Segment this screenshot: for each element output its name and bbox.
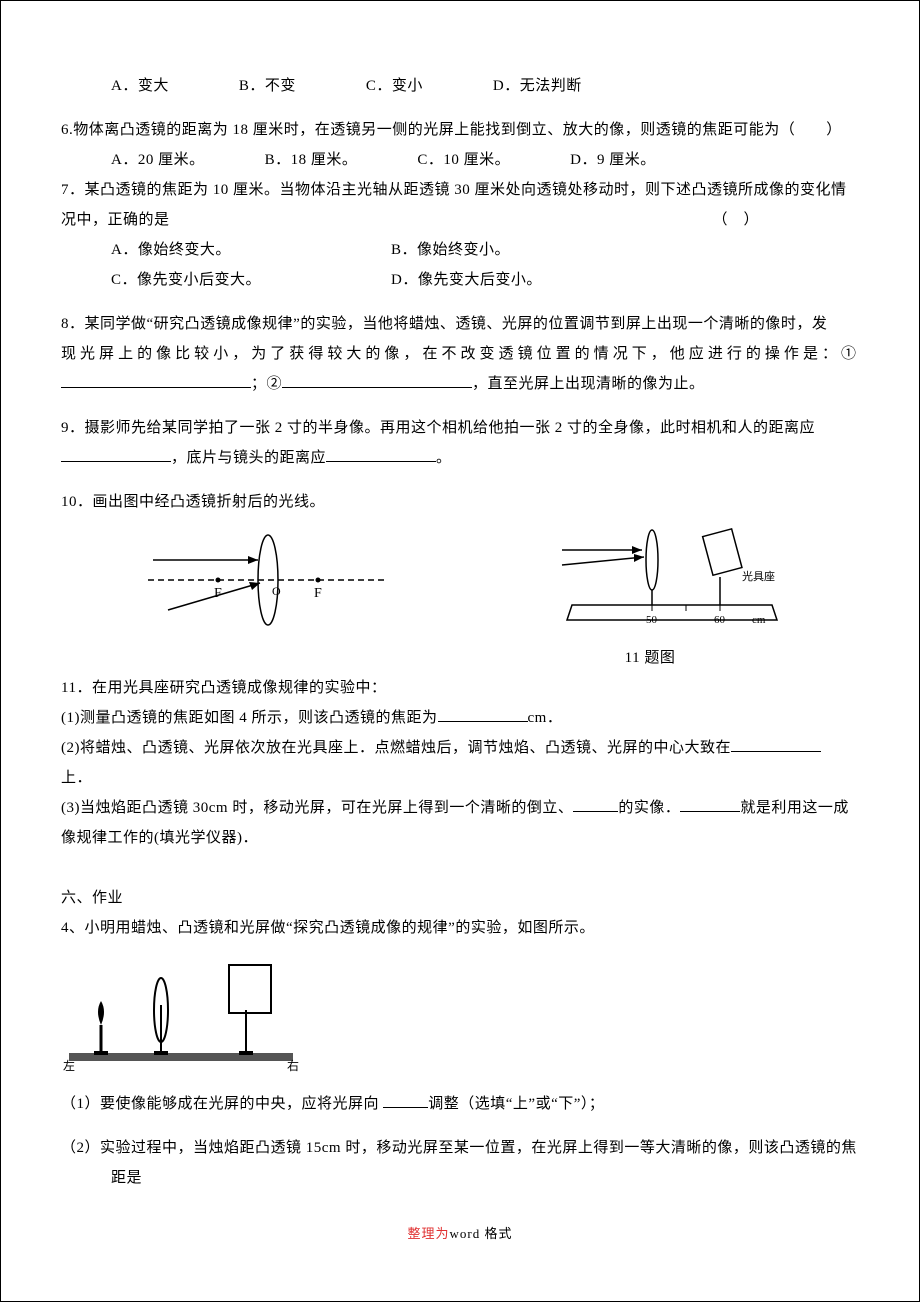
q9-l2a: ，底片与镜头的距离应 [171,450,326,466]
page-footer: 整理为word 格式 [61,1223,859,1242]
q6-options: A．20 厘米。 B．18 厘米。 C．10 厘米。 D．9 厘米。 [61,145,859,175]
focal-label-f1: F [214,586,222,601]
optical-bench-icon: 光具座 50 60 cm [552,525,782,635]
right-label: 右 [287,1058,299,1073]
blank-fill [731,736,821,752]
q11-p2a: (2)将蜡烛、凸透镜、光屏依次放在光具座上．点燃蜡烛后，调节烛焰、凸透镜、光屏的… [61,740,731,756]
focal-label-f2: F [314,586,322,601]
lens-diagram-icon: F O F [138,525,398,635]
blank-fill [573,796,618,812]
q11-p1b: cm． [528,710,563,726]
blank-fill [438,706,528,722]
q9-l2b: 。 [436,450,452,466]
q8-l3b: ，直至光屏上出现清晰的像为止。 [472,376,705,392]
q7-c: C．像先变小后变大。 [111,265,391,295]
q6-c: C．10 厘米。 [417,145,510,175]
q7-options-row2: C．像先变小后变大。 D．像先变大后变小。 [61,265,859,295]
q6-d: D．9 厘米。 [570,145,656,175]
q10-stem: 10．画出图中经凸透镜折射后的光线。 [61,487,859,517]
option-b: B．不变 [239,71,296,101]
q7-a: A．像始终变大。 [111,235,391,265]
hw-p2b: 距是 [61,1163,859,1193]
blank-fill [326,446,436,462]
option-c: C．变小 [366,71,423,101]
q8-line1: 8．某同学做“研究凸透镜成像规律”的实验，当他将蜡烛、透镜、光屏的位置调节到屏上… [61,309,859,339]
hw-p1a: （1）要使像能够成在光屏的中央，应将光屏向 [61,1096,379,1112]
q8-line2: 现光屏上的像比较小，为了获得较大的像，在不改变透镜位置的情况下，他应进行的操作是… [61,339,859,369]
fig11-caption: 11 题图 [61,643,859,673]
optical-bench-setup-icon: 左 右 [61,955,301,1075]
hw-q4: 4、小明用蜡烛、凸透镜和光屏做“探究凸透镜成像的规律”的实验，如图所示。 [61,913,859,943]
footer-red: 整理为 [408,1226,450,1241]
q11-p3a: (3)当烛焰距凸透镜 30cm 时，移动光屏，可在光屏上得到一个清晰的倒立、 [61,800,573,816]
blank-fill [383,1092,428,1108]
hw-p1b: 调整（选填“上”或“下”）； [428,1096,604,1112]
left-label: 左 [63,1058,75,1073]
q6-a: A．20 厘米。 [111,145,205,175]
hw-figure: 左 右 [61,955,859,1075]
tick-50: 50 [646,614,658,626]
q7-stem-b: 况中，正确的是 [61,205,170,235]
q11-p3c: 就是利用这一成 [740,800,849,816]
hw-p2a: （2）实验过程中，当烛焰距凸透镜 15cm 时，移动光屏至某一位置，在光屏上得到… [61,1133,859,1163]
document-page: A．变大 B．不变 C．变小 D．无法判断 6.物体离凸透镜的距离为 18 厘米… [0,0,920,1302]
unit-cm: cm [752,614,766,626]
blank-fill [680,796,740,812]
q11-p3: (3)当烛焰距凸透镜 30cm 时，移动光屏，可在光屏上得到一个清晰的倒立、 的实… [61,793,859,823]
figure-row: F O F 光具座 50 [61,525,859,635]
q11-p1: (1)测量凸透镜的焦距如图 4 所示，则该凸透镜的焦距为 cm． [61,703,859,733]
q11-p3d: 像规律工作的(填光学仪器)． [61,823,859,853]
blank-fill [61,372,251,388]
q11-p1a: (1)测量凸透镜的焦距如图 4 所示，则该凸透镜的焦距为 [61,710,438,726]
q7-stem-line1: 7．某凸透镜的焦距为 10 厘米。当物体沿主光轴从距透镜 30 厘米处向透镜处移… [61,175,859,205]
option-a: A．变大 [111,71,169,101]
q7-paren: （ ） [712,205,859,235]
q7-stem-line2: 况中，正确的是 （ ） [61,205,859,235]
q11-p2b: 上． [61,763,859,793]
q6-stem: 6.物体离凸透镜的距离为 18 厘米时，在透镜另一侧的光屏上能找到倒立、放大的像… [61,115,859,145]
q9-line1: 9．摄影师先给某同学拍了一张 2 寸的半身像。再用这个相机给他拍一张 2 寸的全… [61,413,859,443]
blank-fill [282,372,472,388]
q11-stem: 11．在用光具座研究凸透镜成像规律的实验中： [61,673,859,703]
q7-options-row1: A．像始终变大。 B．像始终变小。 [61,235,859,265]
q8-l3a: ；② [251,376,282,392]
q7-b: B．像始终变小。 [391,235,671,265]
q8-line3: ；② ，直至光屏上出现清晰的像为止。 [61,369,859,399]
optical-bench-figure: 光具座 50 60 cm [552,525,782,635]
option-d: D．无法判断 [493,71,582,101]
q7-d: D．像先变大后变小。 [391,265,671,295]
q11-p2: (2)将蜡烛、凸透镜、光屏依次放在光具座上．点燃蜡烛后，调节烛焰、凸透镜、光屏的… [61,733,859,763]
homework-title: 六、作业 [61,883,859,913]
bench-label: 光具座 [742,569,775,583]
q11-p3b: 的实像． [618,800,680,816]
q9-line2: ，底片与镜头的距离应 。 [61,443,859,473]
q6-b: B．18 厘米。 [265,145,358,175]
hw-p1: （1）要使像能够成在光屏的中央，应将光屏向 调整（选填“上”或“下”）； [61,1089,859,1119]
tick-60: 60 [714,614,726,626]
footer-black: word 格式 [450,1226,513,1241]
origin-label: O [272,584,281,598]
option-row: A．变大 B．不变 C．变小 D．无法判断 [61,71,859,101]
blank-fill [61,446,171,462]
